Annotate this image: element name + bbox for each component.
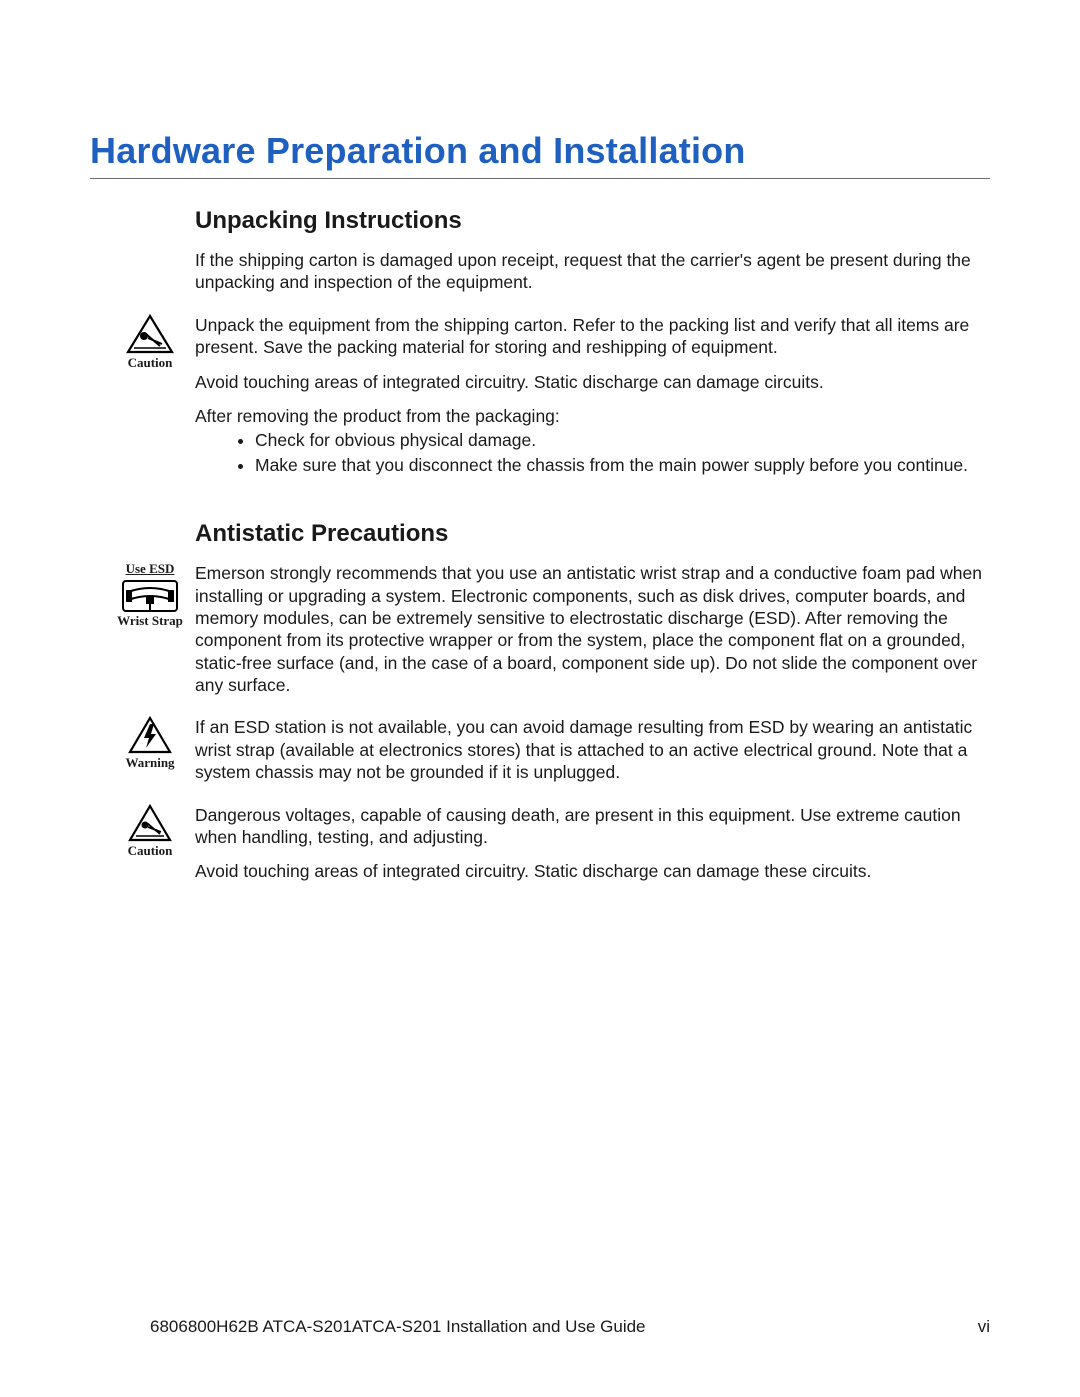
esd-bottom-label: Wrist Strap: [105, 614, 195, 628]
esd-top-label: Use ESD: [105, 562, 195, 576]
footer-right: vi: [978, 1317, 990, 1337]
text-col: Emerson strongly recommends that you use…: [195, 562, 990, 708]
unpacking-p2: Unpack the equipment from the shipping c…: [195, 314, 990, 359]
warning-icon-col: Warning: [105, 716, 195, 770]
document-page: Hardware Preparation and Installation Un…: [0, 0, 1080, 1397]
heading-unpacking: Unpacking Instructions: [195, 207, 990, 235]
unpacking-p1: If the shipping carton is damaged upon r…: [195, 249, 990, 294]
bullet-1: Check for obvious physical damage.: [255, 429, 990, 451]
antistatic-p2: If an ESD station is not available, you …: [195, 716, 990, 783]
unpacking-p3: Avoid touching areas of integrated circu…: [195, 371, 990, 393]
page-footer: 6806800H62B ATCA-S201ATCA-S201 Installat…: [90, 1317, 990, 1337]
antistatic-p3: Dangerous voltages, capable of causing d…: [195, 804, 990, 849]
caution-icon-col: Caution: [105, 314, 195, 370]
text-col: If the shipping carton is damaged upon r…: [195, 249, 990, 306]
section-antistatic: Antistatic Precautions Use ESD Wrist Str…: [195, 520, 990, 895]
text-col: Dangerous voltages, capable of causing d…: [195, 804, 990, 895]
antistatic-esd-block: Use ESD Wrist Strap Emerson strongly rec…: [195, 562, 990, 708]
warning-label: Warning: [105, 756, 195, 770]
page-title: Hardware Preparation and Installation: [90, 130, 990, 179]
antistatic-warning-block: Warning If an ESD station is not availab…: [195, 716, 990, 795]
unpacking-p1-block: If the shipping carton is damaged upon r…: [195, 249, 990, 306]
footer-left: 6806800H62B ATCA-S201ATCA-S201 Installat…: [150, 1317, 646, 1337]
wrist-strap-icon: [122, 580, 178, 612]
caution-triangle-icon: [128, 804, 172, 842]
unpacking-caution-block: Caution Unpack the equipment from the sh…: [195, 314, 990, 488]
text-col: If an ESD station is not available, you …: [195, 716, 990, 795]
caution-label: Caution: [105, 356, 195, 370]
antistatic-p4: Avoid touching areas of integrated circu…: [195, 860, 990, 882]
bullet-2: Make sure that you disconnect the chassi…: [255, 454, 990, 476]
caution-icon-col-2: Caution: [105, 804, 195, 858]
text-col: Unpack the equipment from the shipping c…: [195, 314, 990, 488]
antistatic-caution-block: Caution Dangerous voltages, capable of c…: [195, 804, 990, 895]
heading-antistatic: Antistatic Precautions: [195, 520, 990, 548]
section-unpacking: Unpacking Instructions If the shipping c…: [195, 207, 990, 488]
caution-triangle-icon: [126, 314, 174, 354]
warning-triangle-icon: [128, 716, 172, 754]
antistatic-p1: Emerson strongly recommends that you use…: [195, 562, 990, 696]
caution-label-2: Caution: [105, 844, 195, 858]
unpacking-p4: After removing the product from the pack…: [195, 405, 990, 427]
unpacking-bullets: Check for obvious physical damage. Make …: [195, 429, 990, 476]
esd-icon-col: Use ESD Wrist Strap: [105, 562, 195, 629]
